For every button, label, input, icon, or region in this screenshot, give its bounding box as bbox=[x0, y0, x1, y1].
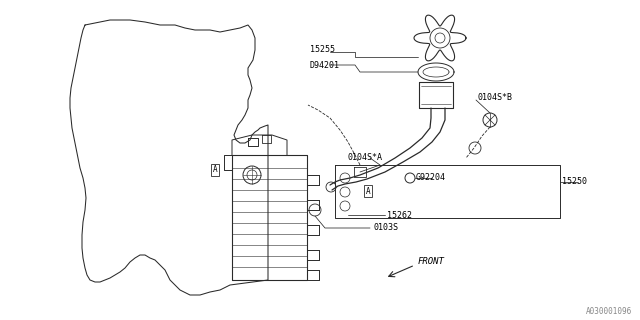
Text: A: A bbox=[212, 165, 218, 174]
Text: 0104S*A: 0104S*A bbox=[348, 153, 383, 162]
Text: D94201: D94201 bbox=[310, 60, 340, 69]
Text: G92204: G92204 bbox=[416, 173, 446, 182]
Text: A030001096: A030001096 bbox=[586, 307, 632, 316]
Text: 0103S: 0103S bbox=[374, 223, 399, 233]
Text: 0104S*B: 0104S*B bbox=[478, 93, 513, 102]
Text: 15255: 15255 bbox=[310, 45, 335, 54]
Text: 15262: 15262 bbox=[387, 211, 412, 220]
Text: 15250: 15250 bbox=[562, 178, 587, 187]
Text: FRONT: FRONT bbox=[418, 258, 445, 267]
Text: A: A bbox=[365, 187, 371, 196]
